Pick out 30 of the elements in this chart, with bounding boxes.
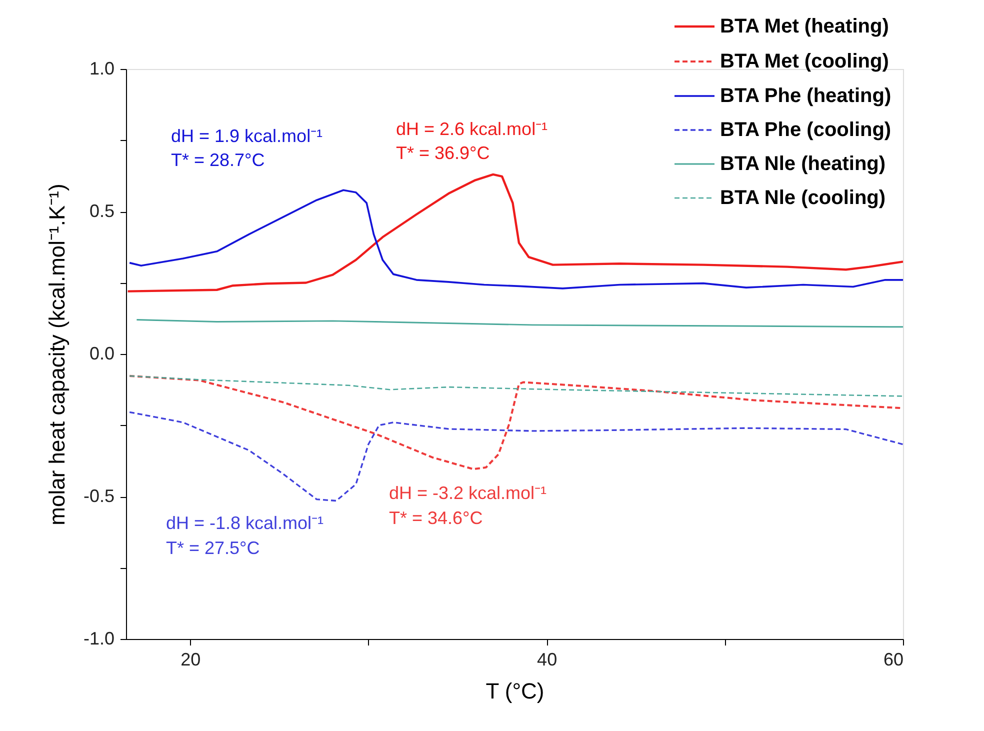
annotation: dH = 2.6 kcal.mol⁻¹ bbox=[396, 119, 548, 139]
legend-label: BTA Phe (cooling) bbox=[720, 119, 892, 141]
line-series bbox=[136, 319, 903, 328]
annotation: T* = 27.5°C bbox=[166, 538, 260, 558]
annotation: T* = 28.7°C bbox=[171, 150, 265, 170]
legend-label: BTA Phe (heating) bbox=[720, 85, 892, 107]
line-series bbox=[128, 375, 903, 397]
annotation: dH = -1.8 kcal.mol⁻¹ bbox=[166, 513, 324, 533]
annotation: dH = 1.9 kcal.mol⁻¹ bbox=[171, 126, 323, 146]
line-series bbox=[126, 173, 903, 292]
legend-label: BTA Met (heating) bbox=[720, 16, 889, 38]
annotation: T* = 36.9°C bbox=[396, 143, 490, 163]
annotation: T* = 34.6°C bbox=[389, 508, 483, 528]
legend-label: BTA Met (cooling) bbox=[720, 50, 889, 72]
x-tick-label: 60 bbox=[883, 650, 904, 670]
annotation: dH = -3.2 kcal.mol⁻¹ bbox=[389, 483, 547, 503]
y-axis-title: molar heat capacity (kcal.mol⁻¹.K⁻¹) bbox=[44, 184, 70, 526]
legend-label: BTA Nle (cooling) bbox=[720, 187, 886, 209]
y-tick-label: -0.5 bbox=[83, 486, 114, 506]
line-series bbox=[128, 411, 903, 502]
y-tick-label: -1.0 bbox=[83, 628, 114, 648]
x-axis-title: T (°C) bbox=[486, 678, 544, 704]
y-tick-label: 0.5 bbox=[89, 201, 114, 221]
y-tick-label: 0.0 bbox=[89, 344, 114, 364]
line-series bbox=[128, 374, 903, 470]
x-tick-label: 20 bbox=[180, 650, 201, 670]
line-series bbox=[128, 189, 903, 290]
x-tick-label: 40 bbox=[537, 650, 558, 670]
legend-label: BTA Nle (heating) bbox=[720, 153, 886, 175]
y-tick-label: 1.0 bbox=[89, 58, 114, 78]
